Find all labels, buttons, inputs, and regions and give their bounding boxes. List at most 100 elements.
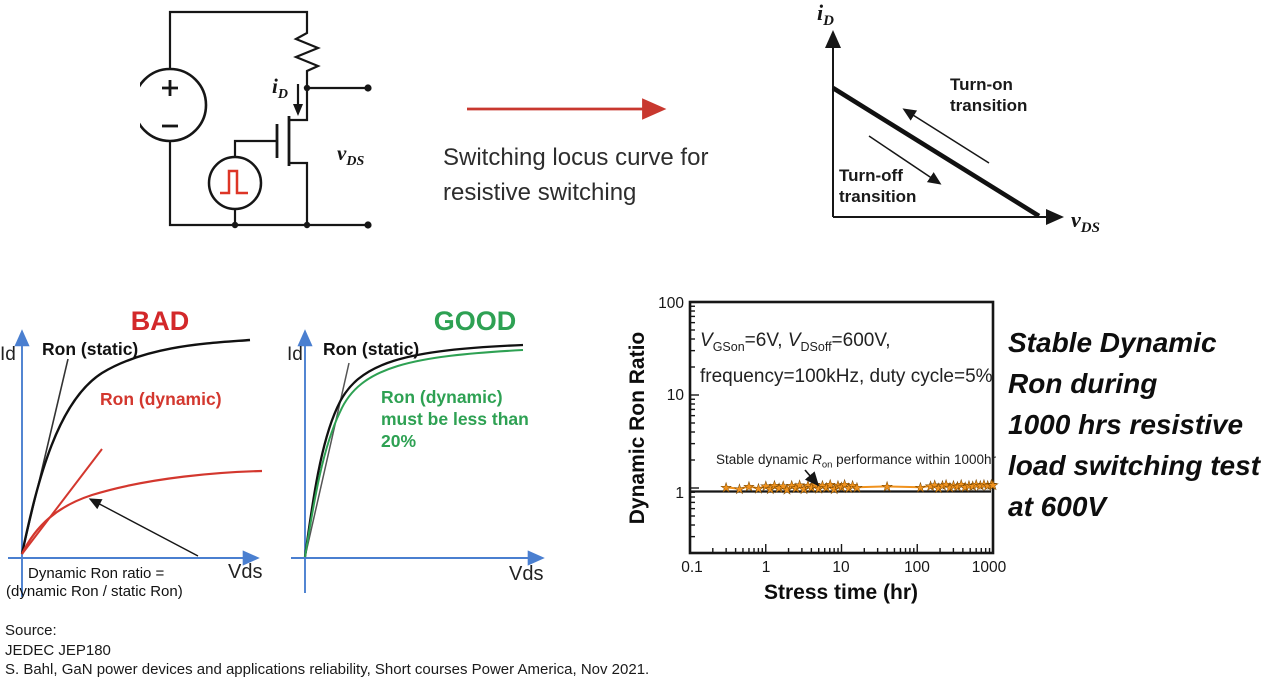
ron-dynamic-label-line2: must be less than (381, 409, 529, 429)
data-point-star: ★ (955, 477, 967, 492)
good-plot: GOOD Id Ron (static) Ron (dynamic) must … (287, 306, 545, 593)
series-line (725, 483, 994, 491)
data-point-star: ★ (828, 481, 840, 496)
flow-arrow-icon (467, 98, 667, 120)
data-point-star: ★ (982, 478, 994, 493)
x-tick-100: 100 (904, 559, 930, 576)
static-ron-slope-line (304, 362, 350, 558)
pointer-arrow (88, 498, 199, 557)
circuit-diagram: iD vDS (140, 10, 372, 229)
wire-gate (233, 139, 277, 157)
test-conditions-line2: frequency=100kHz, duty cycle=5% (700, 366, 993, 387)
x-axis-title: Stress time (hr) (764, 581, 918, 604)
x-axis-label: Vds (509, 563, 543, 585)
data-point-star: ★ (781, 482, 793, 497)
test-conditions-line1: VGSon=6V, VDSoff=600V, (700, 330, 891, 354)
data-point-star: ★ (769, 478, 781, 493)
annotation-arrow (804, 469, 820, 487)
data-point-star: ★ (794, 478, 806, 493)
data-point-star: ★ (925, 479, 937, 494)
headline-line: load switching test (1008, 450, 1261, 481)
id-current-label: iD (272, 74, 288, 102)
data-point-star: ★ (764, 481, 776, 496)
data-point-star: ★ (963, 478, 975, 493)
wire-bottom (168, 141, 368, 227)
data-point-star: ★ (952, 479, 964, 494)
data-point-star: ★ (915, 480, 927, 495)
wire-top (168, 10, 309, 69)
y-tick-10: 10 (667, 387, 685, 404)
data-point-star: ★ (773, 481, 785, 496)
data-point-star: ★ (824, 477, 836, 492)
data-point-star: ★ (967, 479, 979, 494)
data-point-star: ★ (843, 481, 855, 496)
x-tick-0.1: 0.1 (681, 559, 703, 576)
locus-plot: iD vDS Turn-on transition Turn-off trans… (817, 0, 1100, 236)
data-point-star: ★ (881, 479, 893, 494)
data-point-star: ★ (832, 478, 844, 493)
x-tick-1000: 1000 (972, 559, 1007, 576)
data-series: ★ ★★★★★★★★★★★★★★★★★★★★★★★★★★★ ★ ★★★★★★★★★★★… (720, 477, 999, 498)
stability-annotation: Stable dynamic Ron performance within 10… (716, 452, 996, 471)
data-point-star: ★ (817, 478, 829, 493)
x-axis-label: vDS (1071, 207, 1100, 236)
y-tick-1: 1 (675, 485, 684, 502)
dynamic-ron-curve (21, 469, 263, 555)
data-point-star: ★ (985, 477, 997, 492)
data-point-star: ★ (851, 480, 863, 495)
data-point-star: ★ (734, 481, 746, 496)
data-point-star: ★ (987, 478, 999, 493)
data-point-star: ★ (944, 480, 956, 495)
data-point-star: ★ (777, 479, 789, 494)
plus-sign (162, 80, 178, 96)
bad-title: BAD (131, 306, 190, 336)
terminal-bottom (364, 221, 372, 229)
turn-off-arrow (868, 135, 942, 185)
ratio-note-line1: Dynamic Ron ratio = (28, 565, 165, 582)
ratio-chart: ★ ★★★★★★★★★★★★★★★★★★★★★★★★★★★ ★ ★★★★★★★★★★★… (628, 295, 1007, 604)
static-ron-curve (303, 343, 524, 558)
ron-dynamic-label-line3: 20% (381, 431, 416, 451)
headline-line: 1000 hrs resistive (1008, 409, 1244, 440)
data-point-star: ★ (839, 477, 851, 492)
bad-plot: BAD Id Ron (static) Ron (dynamic) Vds Dy… (0, 306, 263, 600)
y-axis-label: Id (287, 344, 303, 365)
data-point-star: ★ (760, 479, 772, 494)
turn-on-arrow (902, 108, 990, 164)
ron-static-label: Ron (static) (323, 339, 419, 359)
data-point-star: ★ (929, 478, 941, 493)
headline-line: Ron during (1008, 368, 1158, 399)
ratio-note-line2: (dynamic Ron / static Ron) (6, 583, 183, 600)
data-point-star: ★ (820, 480, 832, 495)
y-tick-100: 100 (658, 295, 684, 312)
current-arrow-head (293, 104, 303, 116)
data-point-star: ★ (847, 478, 859, 493)
data-point-star: ★ (790, 481, 802, 496)
wire-source (289, 161, 309, 225)
caption: Switching locus curve for resistive swit… (443, 140, 708, 210)
x-tick-1: 1 (762, 559, 771, 576)
pulse-waveform-icon (220, 169, 248, 195)
data-point-star: ★ (786, 478, 798, 493)
caption-line: resistive switching (443, 179, 637, 206)
ron-static-label: Ron (static) (42, 339, 138, 359)
data-point-star: ★ (959, 479, 971, 494)
y-axis-title: Dynamic Ron Ratio (628, 332, 649, 525)
terminal-top (364, 84, 372, 92)
data-point-star: ★ (836, 479, 848, 494)
headline-line: at 600V (1008, 491, 1107, 522)
headline-line: Stable Dynamic (1008, 327, 1217, 358)
data-point-star: ★ (753, 481, 765, 496)
circuit-wires (140, 10, 368, 227)
good-title: GOOD (434, 306, 517, 336)
data-point-star: ★ (978, 477, 990, 492)
ron-dynamic-label: Ron (dynamic) (100, 389, 222, 409)
dynamic-ron-curve (304, 349, 524, 558)
turn-on-label2: transition (950, 96, 1027, 115)
resistor (293, 28, 321, 88)
source-line: JEDEC JEP180 (5, 641, 111, 659)
x-tick-10: 10 (832, 559, 850, 576)
circuit-nodes (231, 84, 372, 229)
dynamic-ron-slope-line (21, 448, 103, 555)
